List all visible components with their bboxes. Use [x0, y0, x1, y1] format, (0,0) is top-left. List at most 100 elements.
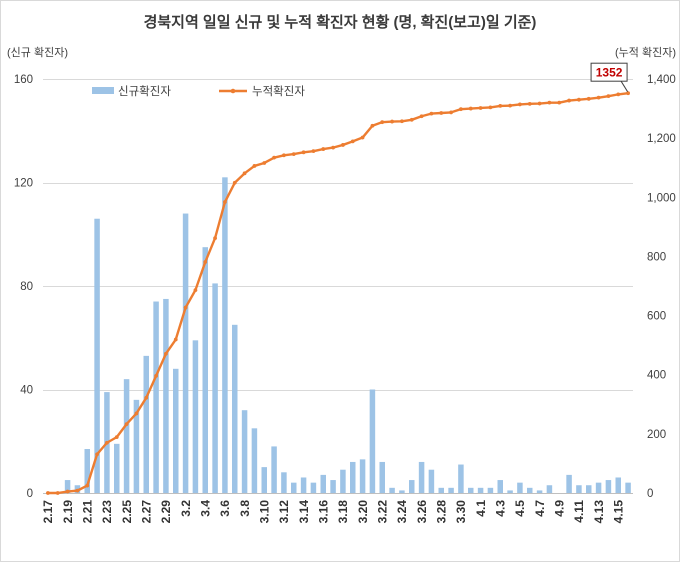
line-point — [114, 435, 119, 440]
line-point — [105, 440, 109, 445]
bar — [448, 487, 454, 493]
line-point — [85, 483, 90, 488]
line-point — [360, 135, 365, 140]
x-tick-label: 3.26 — [415, 500, 429, 524]
right-tick-label: 0 — [647, 488, 653, 500]
line-point — [331, 145, 335, 150]
line-point — [321, 147, 326, 151]
line-point — [518, 102, 522, 107]
line-point — [55, 491, 60, 495]
x-tick-label: 3.8 — [238, 500, 252, 517]
bar — [458, 464, 464, 493]
legend-item-cumulative: 누적확진자 — [219, 85, 305, 98]
right-axis-tick-labels: 0 200 400 600 800 1,000 1,200 1,400 — [647, 74, 676, 500]
line-point — [547, 100, 552, 105]
bar — [517, 482, 523, 493]
line-point — [95, 452, 99, 457]
line-point — [449, 110, 453, 115]
line-point — [390, 119, 394, 124]
bar — [350, 461, 356, 493]
left-axis-tick-labels: 0 40 80 120 160 — [14, 74, 33, 500]
line-point — [468, 106, 473, 111]
bar — [143, 355, 149, 493]
legend-swatch-bar — [92, 87, 114, 94]
bar — [330, 480, 336, 493]
bar — [84, 449, 90, 493]
line-point — [478, 106, 483, 110]
bar — [261, 467, 267, 493]
right-tick-label: 200 — [647, 429, 666, 441]
x-tick-label: 4.5 — [513, 500, 527, 517]
line-point — [252, 164, 257, 168]
bar — [487, 487, 494, 493]
bar — [300, 477, 307, 493]
x-tick-label: 3.30 — [454, 500, 468, 524]
line-point — [262, 161, 267, 165]
line-point — [429, 111, 434, 116]
x-tick-label: 4.9 — [552, 500, 566, 517]
line-point — [311, 149, 316, 154]
data-callout: 1352 — [590, 62, 629, 92]
bar — [94, 218, 100, 493]
bar — [123, 379, 130, 493]
bar — [595, 482, 602, 493]
x-tick-label: 3.10 — [257, 500, 271, 524]
bar — [222, 177, 228, 493]
x-tick-label: 3.12 — [277, 500, 291, 524]
line-point — [173, 337, 178, 342]
bar — [468, 487, 474, 493]
right-tick-label: 600 — [647, 311, 666, 323]
line-point — [193, 288, 198, 293]
line-point — [203, 260, 208, 264]
bar — [497, 480, 503, 493]
bar — [359, 459, 366, 493]
x-tick-label: 2.23 — [100, 500, 114, 524]
bar — [212, 283, 218, 493]
bar — [576, 485, 582, 493]
x-tick-label: 3.20 — [356, 500, 370, 524]
bar — [114, 443, 120, 493]
line-point — [75, 488, 80, 493]
left-tick-label: 40 — [20, 385, 33, 397]
right-tick-label: 1,400 — [647, 74, 676, 86]
legend-label-cumulative: 누적확진자 — [252, 85, 305, 98]
gridlines — [43, 79, 633, 391]
right-tick-label: 1,000 — [647, 192, 676, 204]
bar — [566, 474, 572, 493]
x-tick-label: 3.22 — [375, 500, 389, 524]
x-tick-label: 2.27 — [139, 500, 153, 524]
right-tick-label: 400 — [647, 370, 666, 382]
line-point — [154, 373, 158, 378]
callout-label: 1352 — [596, 66, 623, 80]
x-axis-tick-labels: 2.17 2.19 2.21 2.23 2.25 2.27 2.29 3.2 3.4 3.6 3.8… — [41, 500, 625, 524]
line-point — [527, 101, 532, 106]
x-tick-label: 3.18 — [336, 500, 350, 524]
x-tick-label: 2.29 — [159, 500, 173, 524]
line-point — [223, 200, 227, 204]
x-tick-label: 3.2 — [179, 500, 193, 517]
line-point — [380, 120, 385, 125]
bar — [625, 482, 631, 493]
bar — [507, 490, 513, 493]
line-point — [144, 395, 149, 400]
bar — [536, 490, 543, 493]
bar — [64, 480, 71, 493]
bar — [586, 485, 592, 493]
x-tick-label: 3.14 — [297, 500, 311, 524]
right-tick-label: 1,200 — [647, 133, 676, 145]
legend-item-new-cases: 신규확진자 — [92, 85, 171, 98]
left-tick-label: 0 — [27, 488, 33, 500]
bar — [340, 469, 346, 493]
bar — [546, 485, 553, 493]
right-tick-label: 800 — [647, 251, 666, 263]
left-axis-title: (신규 확진자) — [7, 46, 68, 59]
bar — [291, 482, 297, 493]
x-tick-label: 2.17 — [41, 500, 55, 524]
bar — [202, 247, 208, 493]
bar — [310, 482, 317, 493]
bar — [173, 368, 179, 493]
x-tick-label: 3.4 — [198, 500, 212, 517]
line-point — [350, 139, 355, 144]
line-point — [557, 100, 562, 105]
legend: 신규확진자 누적확진자 — [92, 85, 305, 98]
